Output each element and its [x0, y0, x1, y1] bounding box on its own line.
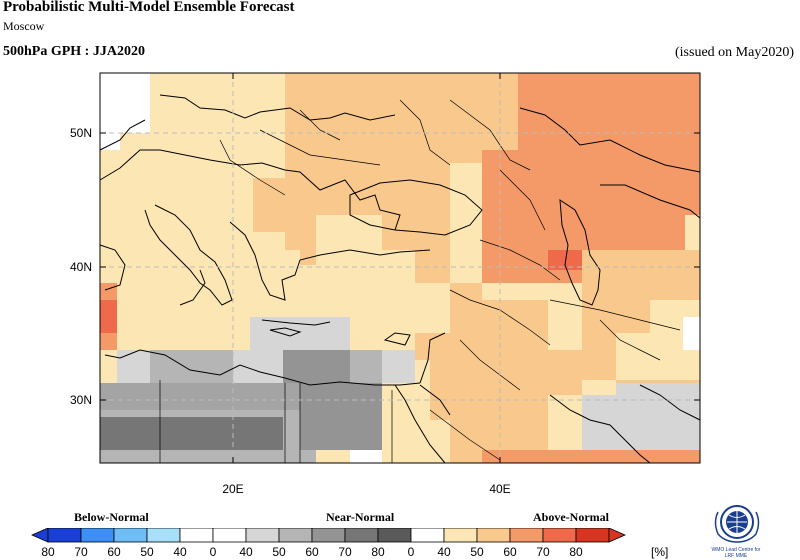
legend-swatch: [410, 528, 445, 543]
legend-number: 80: [41, 545, 55, 559]
legend-swatch: [80, 528, 115, 543]
legend-swatch: [179, 528, 214, 543]
legend-above-normal: Above-Normal: [533, 510, 609, 524]
legend-swatch: [278, 528, 313, 543]
lat-label-50n: 50N: [70, 126, 92, 140]
legend-number: 60: [305, 545, 319, 559]
legend-near-normal: Near-Normal: [326, 510, 395, 524]
legend-swatch: [476, 528, 511, 543]
legend-number: 70: [74, 545, 88, 559]
legend-number: 40: [437, 545, 451, 559]
color-legend: 80 70 60 50 40 0 40 50 60 70 80 0 40 50 60 70 80 [%]: [31, 528, 668, 559]
logo-text-line2: LRF MME: [724, 553, 748, 559]
legend-swatch: [212, 528, 247, 543]
legend-number: 40: [239, 545, 253, 559]
forecast-subtitle: Moscow: [3, 19, 45, 33]
wmo-logo-text: WMO Lead Centre for LRF MME: [686, 547, 786, 559]
legend-number: 50: [272, 545, 286, 559]
legend-swatch: [575, 528, 610, 543]
wmo-logo-icon: [714, 505, 760, 543]
legend-swatch: [542, 528, 577, 543]
lat-label-30n: 30N: [70, 393, 92, 407]
forecast-map: 50N 40N 30N 20E 40E: [70, 72, 701, 496]
coastlines: [99, 94, 701, 464]
variable-title: 500hPa GPH : JJA2020: [3, 44, 145, 59]
legend-number: 80: [371, 545, 385, 559]
legend-unit: [%]: [651, 545, 668, 559]
logo-text-line1: WMO Lead Centre for: [711, 547, 761, 553]
legend-swatch: [311, 528, 346, 543]
legend-swatch: [509, 528, 544, 543]
legend-swatch: [113, 528, 148, 543]
legend-swatch: [146, 528, 181, 543]
borders: [159, 99, 681, 463]
legend-swatch: [377, 528, 412, 543]
ticks: [100, 73, 700, 463]
grid-lines: [100, 73, 700, 463]
legend-number: 40: [173, 545, 187, 559]
lon-label-40e: 40E: [489, 482, 510, 496]
probability-grid: [100, 73, 700, 463]
legend-swatch: [443, 528, 478, 543]
legend-number: 60: [503, 545, 517, 559]
legend-swatches: [31, 528, 626, 543]
legend-number: 50: [140, 545, 154, 559]
forecast-title: Probabilistic Multi-Model Ensemble Forec…: [3, 0, 295, 15]
legend-swatch: [344, 528, 379, 543]
legend-number: 60: [107, 545, 121, 559]
legend-left-arrow: [31, 528, 49, 543]
legend-number: 0: [210, 545, 217, 559]
legend-right-arrow: [608, 528, 626, 543]
lon-label-20e: 20E: [222, 482, 243, 496]
legend-number: 0: [408, 545, 415, 559]
legend-number: 80: [569, 545, 583, 559]
legend-number: 70: [536, 545, 550, 559]
legend-number: 70: [338, 545, 352, 559]
legend-below-normal: Below-Normal: [74, 510, 149, 524]
legend-number: 50: [470, 545, 484, 559]
legend-swatch: [245, 528, 280, 543]
legend-swatch: [47, 528, 82, 543]
legend-numbers: 80 70 60 50 40 0 40 50 60 70 80 0 40 50 60 70 80: [41, 545, 583, 559]
issued-date: (issued on May2020): [675, 45, 794, 60]
map-frame: [99, 72, 701, 464]
lat-label-40n: 40N: [70, 260, 92, 274]
